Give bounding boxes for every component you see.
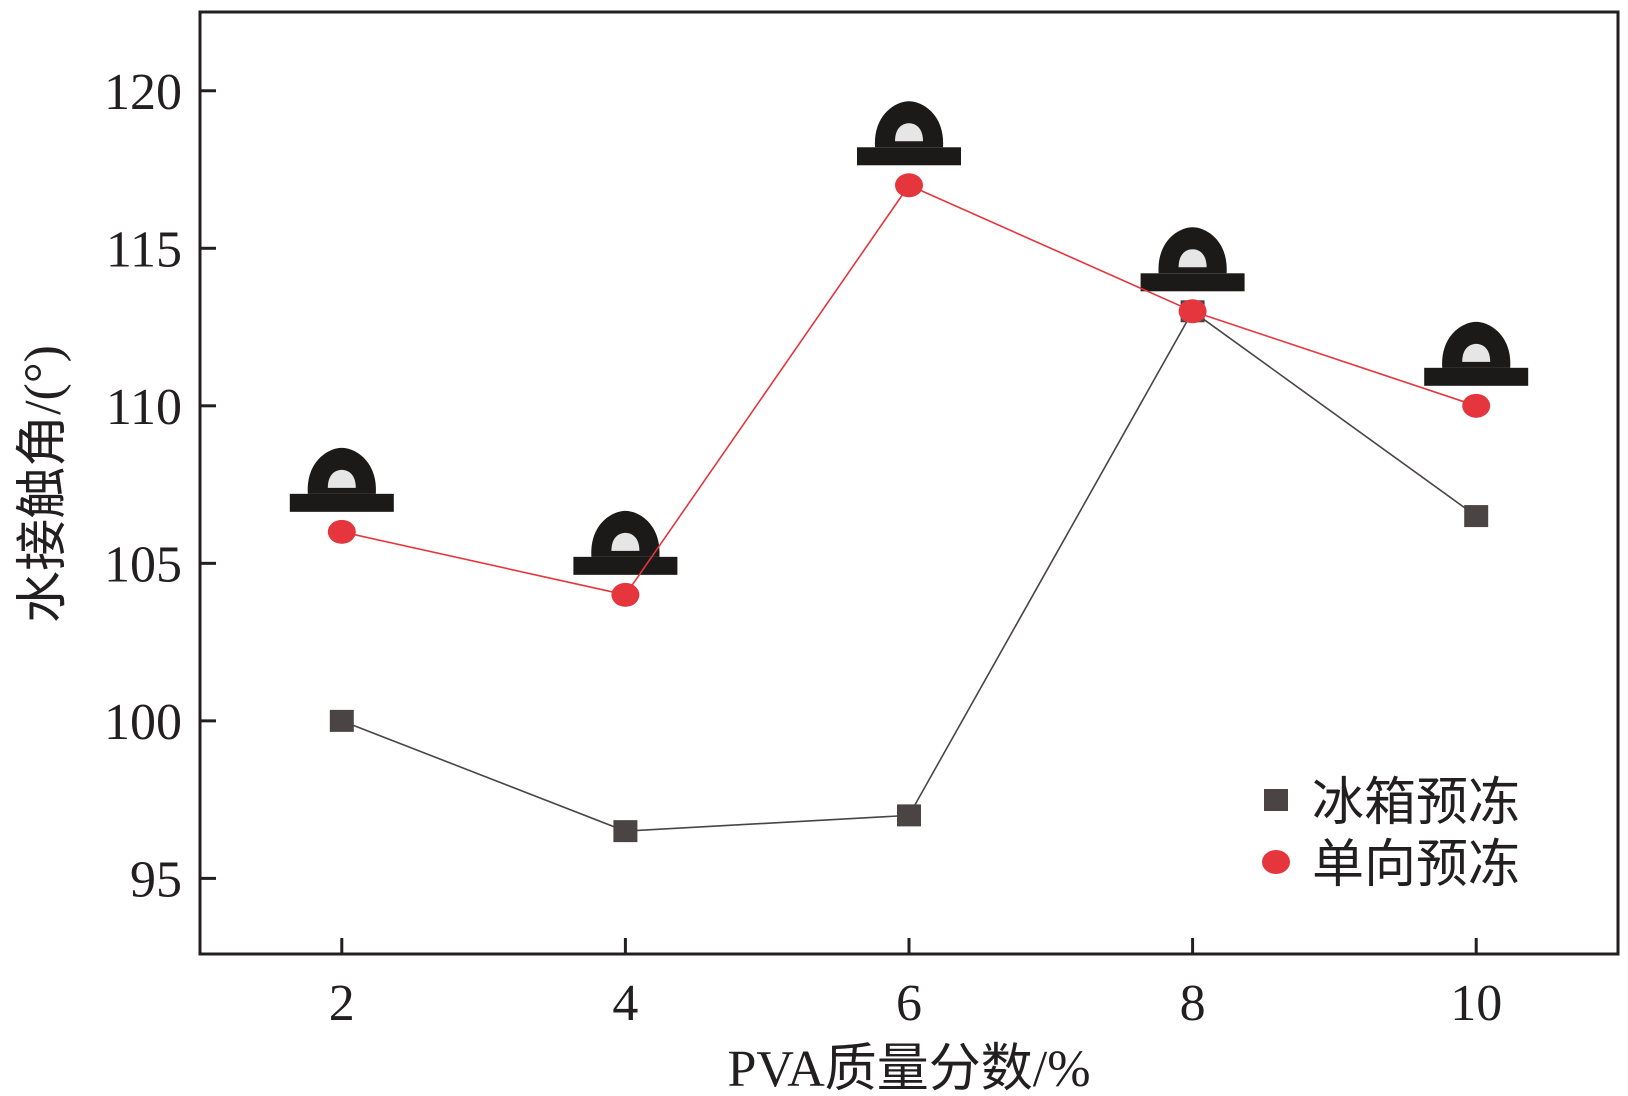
y-tick-label: 95 <box>130 851 182 908</box>
x-tick-label: 10 <box>1450 975 1502 1032</box>
droplet-image <box>289 447 394 512</box>
legend-label: 冰箱预冻 <box>1312 775 1520 832</box>
droplet-image <box>857 101 961 166</box>
x-tick-label: 4 <box>612 975 638 1032</box>
y-tick-label: 105 <box>104 536 182 593</box>
droplet-image <box>1140 227 1245 292</box>
x-tick-label: 2 <box>329 975 355 1032</box>
data-point-circle <box>1178 299 1207 324</box>
droplet-images <box>289 101 1529 575</box>
series-lines <box>341 184 1477 832</box>
series-line-1 <box>341 184 1477 596</box>
legend-swatch-circle <box>1262 850 1290 874</box>
x-axis-ticks: 2 4 6 8 10 <box>329 938 1502 1032</box>
y-axis-title: 水接触角/(°) <box>15 345 72 623</box>
data-point-square <box>1464 505 1489 528</box>
x-tick-label: 6 <box>896 975 922 1032</box>
x-tick-label: 8 <box>1180 975 1206 1032</box>
data-point-square <box>613 820 638 843</box>
data-point-circle <box>1462 393 1491 418</box>
series-markers <box>327 173 1491 843</box>
x-axis-title: PVA质量分数/% <box>727 1041 1090 1096</box>
y-axis-ticks: 95 100 105 110 115 120 <box>104 64 216 908</box>
data-point-circle <box>895 173 923 198</box>
legend-label: 单向预冻 <box>1312 837 1520 894</box>
y-tick-label: 100 <box>104 694 182 751</box>
data-point-circle <box>327 519 356 544</box>
data-point-circle <box>611 582 640 607</box>
data-point-square <box>329 709 354 732</box>
y-tick-label: 120 <box>104 64 182 121</box>
droplet-image <box>573 510 678 575</box>
data-point-square <box>897 804 921 827</box>
series-line-0 <box>341 310 1477 832</box>
y-tick-label: 110 <box>106 379 182 436</box>
droplet-image <box>1424 321 1529 386</box>
y-tick-label: 115 <box>106 221 182 278</box>
legend-swatch-square <box>1264 789 1288 811</box>
